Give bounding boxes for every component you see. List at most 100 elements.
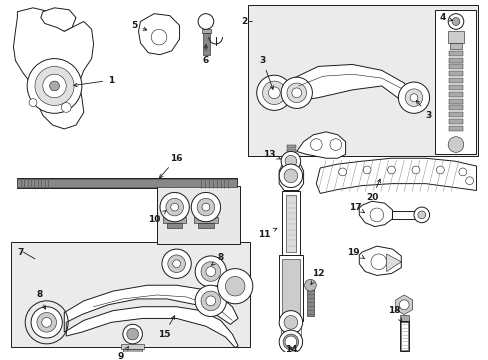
Circle shape <box>284 315 297 329</box>
Circle shape <box>165 198 183 216</box>
Circle shape <box>198 14 213 29</box>
Circle shape <box>436 166 444 174</box>
Circle shape <box>281 77 312 108</box>
Polygon shape <box>14 8 93 129</box>
Circle shape <box>61 103 71 112</box>
Circle shape <box>201 262 220 281</box>
Bar <box>435 10 475 154</box>
Bar <box>281 322 300 337</box>
Polygon shape <box>41 8 76 31</box>
Circle shape <box>37 312 56 332</box>
Bar <box>11 242 249 347</box>
Circle shape <box>411 166 419 174</box>
Circle shape <box>202 203 209 211</box>
Circle shape <box>417 211 425 219</box>
Bar <box>392 211 416 219</box>
Circle shape <box>405 89 422 107</box>
Circle shape <box>49 81 59 91</box>
Circle shape <box>279 311 302 334</box>
Circle shape <box>458 168 466 176</box>
Bar <box>306 288 314 315</box>
Circle shape <box>409 94 417 102</box>
Circle shape <box>170 203 178 211</box>
Bar <box>286 154 295 158</box>
Text: 8: 8 <box>211 253 223 265</box>
Circle shape <box>281 152 300 171</box>
Bar <box>448 71 462 76</box>
Circle shape <box>172 260 180 267</box>
Circle shape <box>256 75 291 111</box>
Text: 8: 8 <box>37 291 45 309</box>
Polygon shape <box>138 14 179 55</box>
Circle shape <box>27 59 81 113</box>
Bar <box>247 5 477 156</box>
Circle shape <box>205 267 215 276</box>
Bar <box>166 223 182 228</box>
Circle shape <box>31 307 62 338</box>
Circle shape <box>398 82 429 113</box>
Bar <box>448 99 462 104</box>
Text: 9: 9 <box>118 347 128 360</box>
Text: 5: 5 <box>131 21 146 30</box>
Bar <box>286 159 295 163</box>
Circle shape <box>43 74 66 98</box>
Circle shape <box>160 193 189 222</box>
Bar <box>448 119 462 124</box>
Circle shape <box>387 166 395 174</box>
Circle shape <box>291 88 301 98</box>
Circle shape <box>465 177 472 185</box>
Circle shape <box>369 208 383 222</box>
Bar <box>448 78 462 83</box>
Circle shape <box>284 169 297 183</box>
Text: 7: 7 <box>17 248 23 257</box>
Text: 1: 1 <box>74 76 114 87</box>
Text: 19: 19 <box>346 248 364 259</box>
Polygon shape <box>279 161 303 190</box>
Circle shape <box>399 300 408 310</box>
Text: 10: 10 <box>148 211 166 224</box>
Bar <box>128 352 137 360</box>
Polygon shape <box>386 254 401 271</box>
Bar <box>163 217 186 223</box>
Circle shape <box>122 324 142 344</box>
Bar <box>448 51 462 56</box>
Text: 3: 3 <box>415 100 431 120</box>
Bar <box>18 179 237 186</box>
Polygon shape <box>359 201 392 226</box>
Bar <box>285 195 295 252</box>
Circle shape <box>197 198 214 216</box>
Bar <box>286 149 295 153</box>
Polygon shape <box>280 330 301 354</box>
Circle shape <box>42 318 51 327</box>
Bar <box>122 349 142 352</box>
Bar <box>448 92 462 97</box>
Polygon shape <box>316 158 475 193</box>
Circle shape <box>286 83 306 103</box>
Circle shape <box>205 296 215 306</box>
Bar <box>202 29 210 33</box>
Circle shape <box>279 164 302 188</box>
Text: 16: 16 <box>159 154 183 178</box>
Bar <box>448 126 462 131</box>
Bar <box>448 64 462 69</box>
Circle shape <box>35 67 74 105</box>
Bar <box>279 255 302 321</box>
Text: 18: 18 <box>387 306 401 321</box>
Bar <box>203 33 209 55</box>
Circle shape <box>151 29 166 45</box>
Circle shape <box>370 254 386 270</box>
Circle shape <box>195 256 226 287</box>
Text: 2: 2 <box>241 17 246 26</box>
Circle shape <box>310 139 322 150</box>
Text: 3: 3 <box>259 56 273 89</box>
Text: 17: 17 <box>348 203 364 213</box>
Circle shape <box>283 334 298 350</box>
Bar <box>449 43 461 49</box>
Circle shape <box>329 139 341 150</box>
Circle shape <box>285 155 296 167</box>
Bar <box>448 85 462 90</box>
Polygon shape <box>395 295 412 315</box>
Circle shape <box>195 285 226 316</box>
Bar <box>121 344 144 349</box>
Circle shape <box>162 249 191 278</box>
